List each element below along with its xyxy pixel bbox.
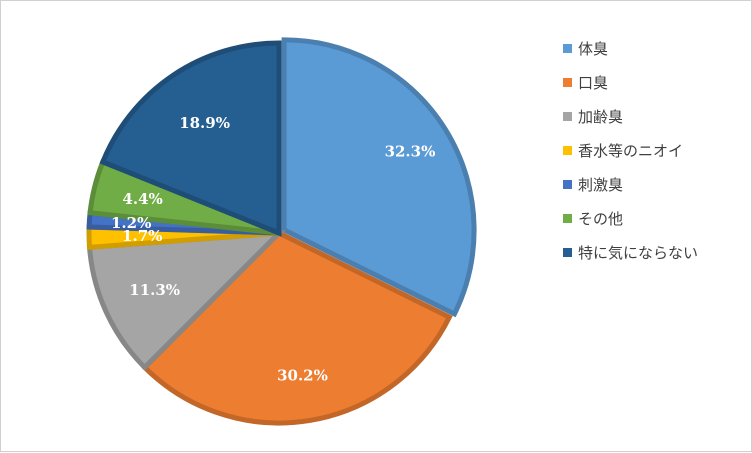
legend-swatch (563, 111, 572, 121)
legend-item-body-odor: 体臭 (563, 31, 698, 65)
legend-label: 口臭 (578, 73, 609, 92)
pie-slice-not-bothered (99, 40, 282, 237)
legend: 体臭 口臭 加齢臭 香水等のニオイ 刺激臭 その他 特に気にならない (563, 31, 698, 269)
pie-slice-aging-odor (86, 229, 286, 371)
legend-label: 加齢臭 (578, 107, 624, 126)
legend-swatch (563, 179, 572, 189)
legend-swatch (563, 145, 572, 155)
legend-swatch (563, 43, 572, 53)
pie-slice-bad-breath (141, 229, 453, 426)
data-label-body-odor: 32.3% (385, 143, 436, 161)
legend-item-bad-breath: 口臭 (563, 65, 698, 99)
legend-item-perfume-smell: 香水等のニオイ (563, 133, 698, 167)
pie-slices (86, 37, 477, 426)
legend-swatch (563, 247, 572, 257)
data-label-aging-odor: 11.3% (129, 281, 180, 299)
legend-label: 特に気にならない (578, 243, 699, 262)
legend-label: 刺激臭 (578, 175, 624, 194)
legend-item-not-bothered: 特に気にならない (563, 235, 698, 269)
data-label-perfume-smell: 1.7% (122, 227, 162, 245)
pie-slice-body-odor (281, 37, 477, 318)
legend-swatch (563, 77, 572, 87)
data-label-bad-breath: 30.2% (277, 366, 328, 384)
legend-item-other: その他 (563, 201, 698, 235)
data-label-pungent-odor: 1.2% (111, 214, 151, 232)
legend-label: その他 (578, 209, 624, 228)
legend-label: 体臭 (578, 39, 609, 58)
pie-data-labels: 32.3% 30.2% 11.3% 1.7%1.2% 4.4% 18.9% (111, 114, 435, 385)
legend-label: 香水等のニオイ (578, 141, 684, 160)
data-label-other: 4.4% (122, 190, 162, 208)
data-label-not-bothered: 18.9% (179, 114, 230, 132)
legend-item-pungent-odor: 刺激臭 (563, 167, 698, 201)
legend-swatch (563, 213, 572, 223)
legend-item-aging-odor: 加齢臭 (563, 99, 698, 133)
